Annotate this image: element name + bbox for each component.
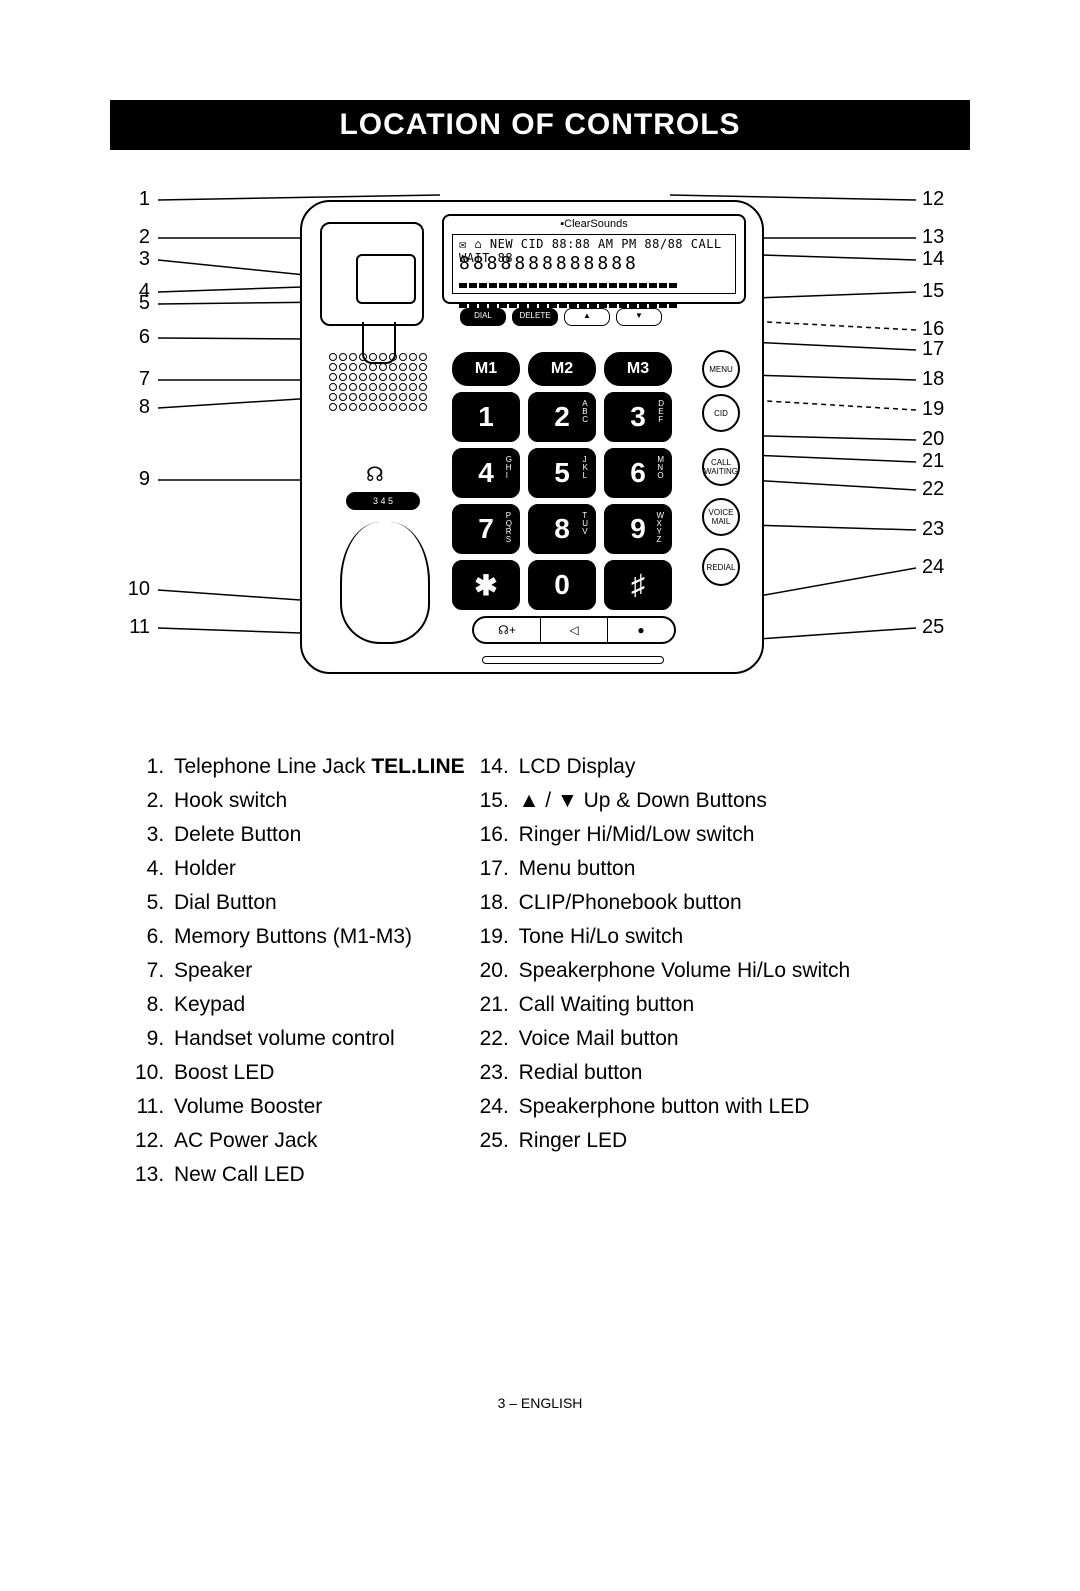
redial-button[interactable]: REDIAL xyxy=(702,548,740,586)
bottombar-1[interactable]: ◁ xyxy=(541,618,608,642)
up-button[interactable]: ▲ xyxy=(564,308,610,326)
callout-6: 6 xyxy=(110,326,150,349)
legend-item-20: Speakerphone Volume Hi/Lo switch xyxy=(515,954,851,988)
ear-icon: ☊ xyxy=(366,462,384,487)
legend-item-18: CLIP/Phonebook button xyxy=(515,886,851,920)
key-2[interactable]: 2ABC xyxy=(528,392,596,442)
callout-15: 15 xyxy=(922,280,944,303)
section-title: LOCATION OF CONTROLS xyxy=(110,100,970,150)
lcd-panel: ▪ClearSounds ✉ ⌂ NEW CID 88:88 AM PM 88/… xyxy=(442,214,746,304)
callout-12: 12 xyxy=(922,188,944,211)
key-3[interactable]: 3DEF xyxy=(604,392,672,442)
legend-item-5: Dial Button xyxy=(170,886,465,920)
dial-button[interactable]: DIAL xyxy=(460,308,506,326)
key-7[interactable]: 7PQRS xyxy=(452,504,520,554)
callout-24: 24 xyxy=(922,556,944,579)
voice-mail-button[interactable]: VOICE MAIL xyxy=(702,498,740,536)
phone-body: ▪ClearSounds ✉ ⌂ NEW CID 88:88 AM PM 88/… xyxy=(300,200,764,674)
handset-volume[interactable]: 3 4 5 xyxy=(346,492,420,510)
lcd-line2: 8888888888888 xyxy=(459,253,639,274)
key-1[interactable]: 1 xyxy=(452,392,520,442)
callout-17: 17 xyxy=(922,338,944,361)
key-5[interactable]: 5JKL xyxy=(528,448,596,498)
callout-2: 2 xyxy=(110,226,150,249)
lcd-bars xyxy=(459,275,729,289)
legend-item-24: Speakerphone button with LED xyxy=(515,1090,851,1124)
callout-7: 7 xyxy=(110,368,150,391)
key-8[interactable]: 8TUV xyxy=(528,504,596,554)
down-button[interactable]: ▼ xyxy=(616,308,662,326)
key-0[interactable]: 0 xyxy=(528,560,596,610)
handset-cradle xyxy=(340,522,430,644)
legend-item-16: Ringer Hi/Mid/Low switch xyxy=(515,818,851,852)
legend-item-2: Hook switch xyxy=(170,784,465,818)
brand-label: ▪ClearSounds xyxy=(444,218,744,230)
ringer-led xyxy=(482,656,664,664)
holder xyxy=(320,222,424,326)
legend-item-11: Volume Booster xyxy=(170,1090,465,1124)
legend-item-4: Holder xyxy=(170,852,465,886)
menu-button[interactable]: MENU xyxy=(702,350,740,388)
callout-14: 14 xyxy=(922,248,944,271)
legend-item-1: Telephone Line Jack TEL.LINE xyxy=(170,750,465,784)
delete-button[interactable]: DELETE xyxy=(512,308,558,326)
callout-10: 10 xyxy=(110,578,150,601)
legend-item-23: Redial button xyxy=(515,1056,851,1090)
legend-item-14: LCD Display xyxy=(515,750,851,784)
speaker-grille xyxy=(328,352,438,422)
key-♯[interactable]: ♯ xyxy=(604,560,672,610)
bottombar-0[interactable]: ☊+ xyxy=(474,618,541,642)
legend-item-9: Handset volume control xyxy=(170,1022,465,1056)
legend-item-21: Call Waiting button xyxy=(515,988,851,1022)
callout-21: 21 xyxy=(922,450,944,473)
legend-item-19: Tone Hi/Lo switch xyxy=(515,920,851,954)
memory-button-m3[interactable]: M3 xyxy=(604,352,672,386)
legend-item-8: Keypad xyxy=(170,988,465,1022)
legend-item-15: ▲ / ▼ Up & Down Buttons xyxy=(515,784,851,818)
callout-18: 18 xyxy=(922,368,944,391)
callout-25: 25 xyxy=(922,616,944,639)
callout-11: 11 xyxy=(110,616,150,639)
callout-5: 5 xyxy=(110,292,150,315)
memory-button-m2[interactable]: M2 xyxy=(528,352,596,386)
key-4[interactable]: 4GHI xyxy=(452,448,520,498)
callout-20: 20 xyxy=(922,428,944,451)
legend-item-22: Voice Mail button xyxy=(515,1022,851,1056)
hook-switch[interactable] xyxy=(356,254,416,304)
key-9[interactable]: 9WXYZ xyxy=(604,504,672,554)
legend-item-10: Boost LED xyxy=(170,1056,465,1090)
legend-item-3: Delete Button xyxy=(170,818,465,852)
legend: Telephone Line Jack TEL.LINEHook switchD… xyxy=(130,750,950,1192)
legend-item-13: New Call LED xyxy=(170,1158,465,1192)
callout-1: 1 xyxy=(110,188,150,211)
legend-item-12: AC Power Jack xyxy=(170,1124,465,1158)
callout-8: 8 xyxy=(110,396,150,419)
callout-3: 3 xyxy=(110,248,150,271)
memory-button-m1[interactable]: M1 xyxy=(452,352,520,386)
key-✱[interactable]: ✱ xyxy=(452,560,520,610)
legend-item-7: Speaker xyxy=(170,954,465,988)
callout-13: 13 xyxy=(922,226,944,249)
call-waiting-button[interactable]: CALL WAITING xyxy=(702,448,740,486)
diagram: ▪ClearSounds ✉ ⌂ NEW CID 88:88 AM PM 88/… xyxy=(110,180,970,710)
legend-item-25: Ringer LED xyxy=(515,1124,851,1158)
bottom-bar[interactable]: ☊+◁● xyxy=(472,616,676,644)
bottombar-2[interactable]: ● xyxy=(608,618,674,642)
key-6[interactable]: 6MNO xyxy=(604,448,672,498)
legend-item-17: Menu button xyxy=(515,852,851,886)
callout-19: 19 xyxy=(922,398,944,421)
callout-22: 22 xyxy=(922,478,944,501)
cid-button[interactable]: CID xyxy=(702,394,740,432)
keypad: M1M2M3 12ABC3DEF 4GHI5JKL6MNO 7PQRS8TUV9WX… xyxy=(452,352,672,616)
legend-item-6: Memory Buttons (M1-M3) xyxy=(170,920,465,954)
callout-9: 9 xyxy=(110,468,150,491)
callout-23: 23 xyxy=(922,518,944,541)
page-footer: 3 – ENGLISH xyxy=(0,1395,1080,1411)
